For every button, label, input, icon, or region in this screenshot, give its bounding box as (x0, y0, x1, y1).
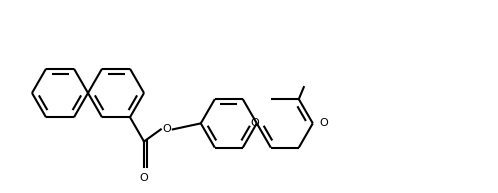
Text: O: O (162, 124, 171, 134)
Text: O: O (320, 118, 329, 128)
Text: O: O (250, 118, 259, 128)
Text: O: O (139, 173, 148, 183)
